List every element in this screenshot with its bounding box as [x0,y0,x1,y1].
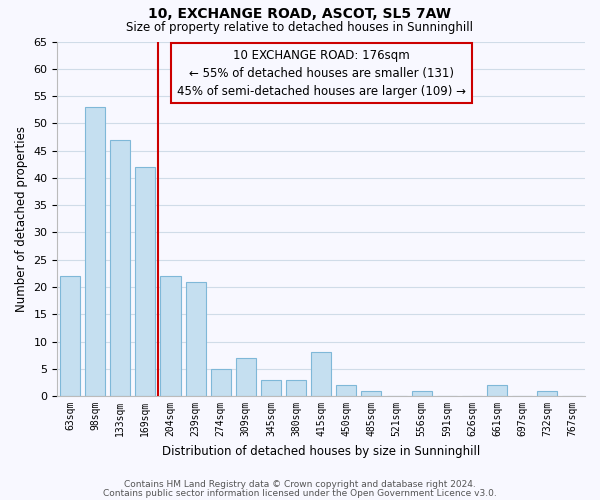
Bar [537,390,557,396]
Bar [412,390,432,396]
Bar [60,276,80,396]
Bar [110,140,130,396]
Bar [211,369,231,396]
Text: 10, EXCHANGE ROAD, ASCOT, SL5 7AW: 10, EXCHANGE ROAD, ASCOT, SL5 7AW [149,8,452,22]
Bar [135,167,155,396]
Bar [236,358,256,396]
Y-axis label: Number of detached properties: Number of detached properties [15,126,28,312]
Bar [336,385,356,396]
Bar [286,380,306,396]
Bar [85,107,105,396]
Bar [361,390,382,396]
X-axis label: Distribution of detached houses by size in Sunninghill: Distribution of detached houses by size … [162,444,481,458]
Bar [487,385,507,396]
Bar [311,352,331,396]
Bar [160,276,181,396]
Text: Contains HM Land Registry data © Crown copyright and database right 2024.: Contains HM Land Registry data © Crown c… [124,480,476,489]
Text: 10 EXCHANGE ROAD: 176sqm
← 55% of detached houses are smaller (131)
45% of semi-: 10 EXCHANGE ROAD: 176sqm ← 55% of detach… [177,48,466,98]
Text: Size of property relative to detached houses in Sunninghill: Size of property relative to detached ho… [127,21,473,34]
Bar [185,282,206,396]
Text: Contains public sector information licensed under the Open Government Licence v3: Contains public sector information licen… [103,488,497,498]
Bar [261,380,281,396]
